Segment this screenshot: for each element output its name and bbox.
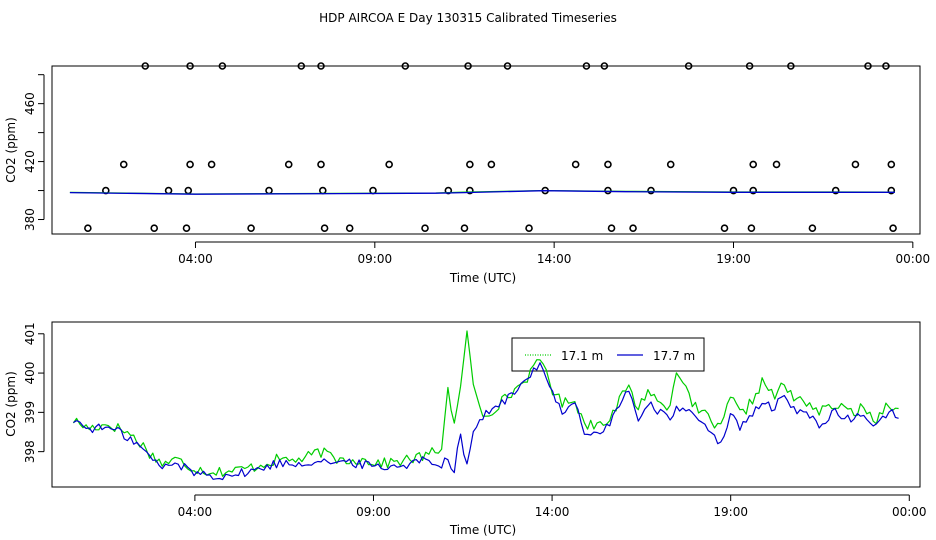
calibration-point: [882, 62, 890, 70]
top-x-tick-label: 04:00: [178, 252, 213, 266]
calibration-point: [666, 160, 675, 169]
calibration-point: [150, 224, 159, 233]
calibration-point: [600, 62, 609, 70]
calibration-point: [184, 186, 193, 195]
calibration-point: [345, 224, 354, 233]
calibration-point: [247, 224, 255, 233]
bottom-x-axis-label: Time (UTC): [449, 523, 516, 537]
calibration-point: [749, 186, 758, 195]
bottom-x-tick-label: 00:00: [892, 505, 927, 519]
bottom-y-tick-label: 400: [23, 362, 37, 385]
bottom-y-axis-label: CO2 (ppm): [4, 371, 18, 437]
calibration-point: [218, 62, 227, 70]
calibration-point: [604, 160, 612, 169]
bottom-x-tick-label: 19:00: [713, 505, 748, 519]
legend-label-17-1m: 17.1 m: [561, 349, 603, 363]
top-plot-frame: [51, 65, 921, 235]
top-y-axis-label: CO2 (ppm): [4, 117, 18, 183]
calibration-point: [182, 224, 191, 233]
bottom-x-tick-label: 04:00: [178, 505, 213, 519]
calibration-point: [607, 224, 616, 233]
series-line-17-7-m: [73, 362, 899, 481]
calibration-point: [164, 186, 173, 195]
calibration-point: [720, 224, 729, 233]
calibration-point: [319, 186, 327, 195]
calibration-point: [503, 62, 512, 70]
top-x-tick-label: 00:00: [896, 252, 931, 266]
calibration-point: [851, 160, 860, 169]
series-line-17-7-m: [69, 190, 895, 195]
series-line-17-1-m: [72, 330, 899, 477]
calibration-point: [864, 62, 872, 70]
bottom-x-tick-label: 09:00: [356, 505, 391, 519]
chart-title: HDP AIRCOA E Day 130315 Calibrated Times…: [319, 11, 617, 25]
bottom-plot-frame: [51, 321, 921, 488]
calibration-point: [729, 186, 738, 195]
top-x-tick-label: 09:00: [358, 252, 393, 266]
calibration-point: [464, 62, 472, 70]
calibration-point: [284, 160, 293, 169]
calibration-point: [787, 62, 795, 70]
top-y-tick-label: 460: [23, 92, 37, 115]
calibration-point: [385, 160, 393, 169]
calibration-point: [629, 224, 637, 233]
calibration-point: [571, 160, 580, 169]
calibration-point: [604, 186, 612, 195]
calibration-point: [887, 186, 896, 195]
calibration-point: [749, 160, 758, 169]
top-x-axis-label: Time (UTC): [449, 271, 516, 285]
calibration-point: [747, 224, 756, 233]
calibration-point: [207, 160, 216, 169]
top-x-tick-label: 14:00: [537, 252, 572, 266]
legend: 17.1 m 17.7 m: [511, 337, 705, 372]
calibration-point: [772, 160, 781, 169]
calibration-point: [582, 62, 591, 70]
calibration-point: [466, 160, 474, 169]
calibration-point: [684, 62, 693, 70]
top-x-tick-label: 19:00: [716, 252, 751, 266]
bottom-y-tick-label: 401: [23, 322, 37, 345]
bottom-y-tick-label: 398: [23, 440, 37, 463]
calibration-point: [808, 224, 817, 233]
calibration-point: [460, 224, 469, 233]
bottom-x-tick-label: 14:00: [535, 505, 570, 519]
calibration-point: [745, 62, 754, 70]
calibration-point: [421, 224, 429, 233]
legend-label-17-7m: 17.7 m: [653, 349, 695, 363]
top-y-tick-label: 380: [23, 208, 37, 231]
calibration-point: [320, 224, 329, 233]
calibration-point: [119, 160, 128, 169]
top-y-tick-label: 420: [23, 150, 37, 173]
calibration-point: [186, 62, 194, 70]
calibration-point: [317, 160, 325, 169]
calibration-point: [297, 62, 306, 70]
calibration-point: [487, 160, 496, 169]
calibration-point: [466, 186, 474, 195]
calibration-point: [889, 224, 897, 233]
calibration-point: [84, 224, 92, 233]
calibration-point: [525, 224, 533, 233]
calibration-point: [401, 62, 410, 70]
bottom-panel: Time (UTC) CO2 (ppm) 17.1 m 17.7 m 04:00…: [4, 321, 927, 537]
calibration-point: [186, 160, 194, 169]
calibration-point: [265, 186, 273, 195]
calibration-point: [831, 186, 840, 195]
calibration-point: [141, 62, 150, 70]
calibration-point: [317, 62, 325, 70]
bottom-y-tick-label: 399: [23, 401, 37, 424]
top-panel: Time (UTC) CO2 (ppm) 04:00 09:00 14:00 19:0…: [4, 62, 931, 285]
calibration-point: [647, 186, 655, 195]
calibration-point: [887, 160, 896, 169]
